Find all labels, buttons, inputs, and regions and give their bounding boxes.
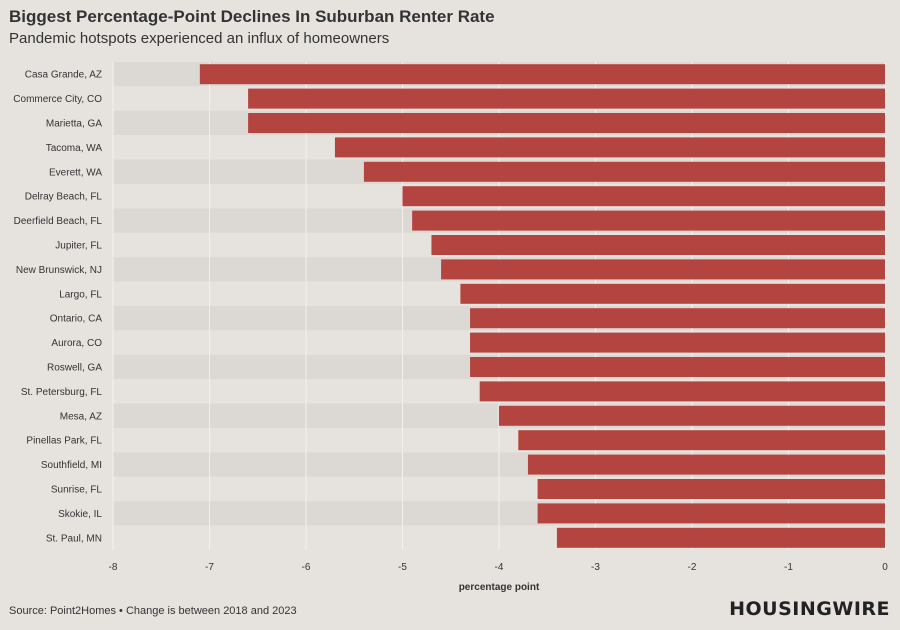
category-label: Ontario, CA	[50, 314, 103, 325]
bar	[431, 235, 885, 255]
bar	[441, 259, 885, 280]
bar-chart: Casa Grande, AZ Commerce City, CO Marietta…	[13, 62, 888, 593]
bar	[248, 113, 886, 133]
chart-subtitle: Pandemic hotspots experienced an influx …	[9, 30, 390, 47]
bar	[402, 186, 885, 207]
x-tick-label: 0	[882, 562, 888, 573]
x-tick-label: -1	[784, 562, 793, 573]
x-tick-label: -3	[591, 562, 600, 573]
bar	[412, 210, 885, 231]
chart-title: Biggest Percentage-Point Declines In Sub…	[9, 7, 495, 26]
category-label: Aurora, CO	[51, 338, 102, 349]
category-label: St. Paul, MN	[46, 533, 102, 544]
category-label: Pinellas Park, FL	[26, 436, 102, 447]
x-tick-label: -6	[302, 562, 311, 573]
bar	[556, 527, 885, 548]
bar	[199, 64, 886, 85]
category-label: Casa Grande, AZ	[25, 70, 102, 81]
source-note: Source: Point2Homes • Change is between …	[9, 605, 297, 617]
bar	[537, 479, 885, 499]
category-label: Everett, WA	[49, 167, 102, 178]
bar	[334, 137, 885, 158]
category-label: Southfield, MI	[41, 460, 102, 471]
bar	[527, 454, 885, 475]
bar	[470, 332, 885, 353]
category-label: New Brunswick, NJ	[16, 265, 102, 276]
bar	[499, 405, 885, 426]
category-label: Marietta, GA	[46, 119, 102, 130]
bar	[518, 430, 885, 451]
x-tick-label: -4	[495, 562, 504, 573]
x-tick-label: -2	[688, 562, 697, 573]
bar	[537, 503, 885, 524]
bar	[470, 357, 885, 377]
category-label: Skokie, IL	[58, 509, 102, 520]
bar	[363, 161, 885, 182]
category-label: Sunrise, FL	[51, 485, 103, 496]
category-label: Roswell, GA	[47, 363, 102, 374]
bar	[460, 283, 885, 304]
x-tick-label: -5	[398, 562, 407, 573]
x-tick-label: -7	[205, 562, 214, 573]
x-tick-label: -8	[109, 562, 118, 573]
category-label: Jupiter, FL	[55, 241, 102, 252]
category-label: Mesa, AZ	[60, 411, 102, 422]
bar	[470, 308, 885, 329]
bar	[248, 88, 886, 109]
bar	[479, 381, 885, 402]
category-label: St. Petersburg, FL	[21, 387, 103, 398]
category-label: Deerfield Beach, FL	[14, 216, 103, 227]
category-label: Largo, FL	[59, 289, 102, 300]
category-label: Tacoma, WA	[46, 143, 103, 154]
housingwire-logo: HOUSINGWIRE	[729, 598, 890, 620]
category-label: Commerce City, CO	[13, 94, 102, 105]
x-axis-title: percentage point	[459, 582, 540, 593]
category-label: Delray Beach, FL	[25, 192, 103, 203]
